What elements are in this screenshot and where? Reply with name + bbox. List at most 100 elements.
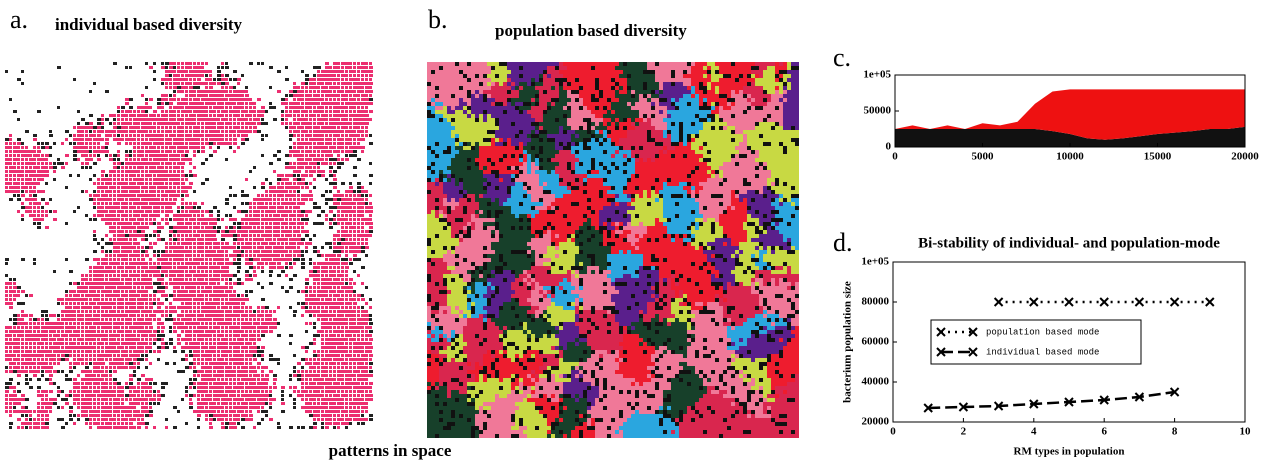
pattern-cell — [281, 230, 285, 233]
pattern-cell — [209, 342, 212, 345]
pattern-cell — [201, 66, 204, 69]
pattern-cell — [93, 310, 96, 313]
pattern-cell — [41, 338, 45, 341]
pattern-cell — [173, 202, 176, 205]
pattern-cell — [93, 386, 96, 389]
pattern-cell — [261, 198, 265, 201]
pattern-cell — [297, 222, 301, 225]
pattern-cell — [333, 314, 336, 317]
pattern-cell — [81, 362, 84, 365]
pattern-cell — [305, 186, 309, 189]
pattern-cell — [201, 226, 204, 229]
pattern-cell — [337, 414, 340, 417]
pattern-cell — [113, 354, 116, 357]
pattern-cell — [233, 206, 236, 209]
pattern-cell — [117, 258, 120, 261]
pattern-cell — [281, 194, 284, 197]
pattern-cell — [209, 358, 212, 361]
pattern-cell — [17, 210, 20, 213]
pattern-cell — [229, 130, 233, 133]
pattern-cell — [153, 350, 156, 353]
pattern-cell — [193, 242, 196, 245]
pattern-cell — [65, 334, 68, 337]
pattern-cell — [17, 326, 20, 329]
pattern-cell — [321, 386, 324, 389]
pattern-cell — [245, 370, 248, 373]
pattern-cell — [225, 382, 228, 385]
pattern-cell — [217, 338, 220, 341]
pattern-cell — [141, 346, 144, 349]
pattern-cell — [229, 370, 233, 373]
pattern-cell — [113, 194, 116, 197]
pattern-cell — [285, 226, 288, 229]
pattern-cell — [201, 402, 205, 405]
pattern-cell — [25, 366, 28, 369]
pattern-cell — [133, 122, 137, 125]
pattern-cell — [77, 398, 80, 401]
pattern-cell — [313, 186, 316, 189]
pattern-cell — [309, 366, 313, 369]
pattern-cell — [141, 386, 145, 389]
pattern-cell — [117, 358, 121, 361]
pattern-cell — [109, 286, 113, 289]
pattern-cell — [85, 278, 88, 281]
pattern-cell — [213, 346, 216, 349]
pattern-cell — [265, 178, 268, 181]
pattern-cell — [61, 426, 65, 429]
pattern-cell — [189, 162, 192, 165]
pattern-cell — [193, 62, 196, 65]
pattern-cell — [257, 402, 261, 405]
pattern-cell — [221, 326, 224, 329]
pattern-cell — [101, 282, 105, 285]
pattern-cell — [117, 234, 121, 237]
pattern-cell — [109, 158, 113, 161]
pattern-cell — [13, 154, 16, 157]
pattern-cell — [77, 134, 81, 137]
pattern-cell — [241, 106, 244, 109]
pattern-cell — [205, 318, 209, 321]
pattern-cell — [125, 306, 128, 309]
pattern-cell — [149, 298, 152, 301]
pattern-cell — [25, 422, 29, 425]
pattern-cell — [333, 366, 336, 369]
pattern-cell — [85, 402, 89, 405]
pattern-cell — [261, 206, 265, 209]
pattern-cell — [161, 142, 164, 145]
pattern-cell — [145, 382, 148, 385]
pattern-cell — [153, 70, 156, 73]
pattern-cell — [297, 214, 301, 217]
pattern-cell — [337, 334, 340, 337]
pattern-cell — [185, 266, 188, 269]
pattern-cell — [133, 262, 137, 265]
pattern-cell — [273, 374, 277, 377]
pattern-cell — [129, 170, 133, 173]
pattern-cell — [217, 386, 221, 389]
pattern-cell — [121, 234, 125, 237]
pattern-cell — [129, 158, 132, 161]
pattern-cell — [305, 198, 308, 201]
pattern-cell — [253, 350, 257, 353]
pattern-cell — [277, 230, 280, 233]
pattern-cell — [257, 214, 260, 217]
pattern-cell — [89, 142, 92, 145]
pattern-cell — [329, 114, 332, 117]
pattern-cell — [241, 370, 245, 373]
pattern-cell — [149, 138, 153, 141]
pattern-cell — [273, 106, 276, 109]
pattern-cell — [197, 106, 201, 109]
pattern-cell — [325, 318, 328, 321]
pattern-cell — [177, 66, 180, 69]
pattern-cell — [117, 338, 120, 341]
pattern-cell — [225, 198, 229, 201]
pattern-cell — [109, 190, 112, 193]
pattern-cell — [61, 298, 64, 301]
pattern-cell — [301, 98, 304, 101]
pattern-cell — [149, 234, 152, 237]
pattern-cell — [109, 214, 113, 217]
pattern-cell — [337, 270, 340, 273]
pattern-cell — [25, 322, 28, 325]
pattern-cell — [189, 354, 193, 357]
pattern-cell — [305, 302, 308, 305]
pattern-cell — [185, 126, 188, 129]
pattern-cell — [137, 146, 140, 149]
